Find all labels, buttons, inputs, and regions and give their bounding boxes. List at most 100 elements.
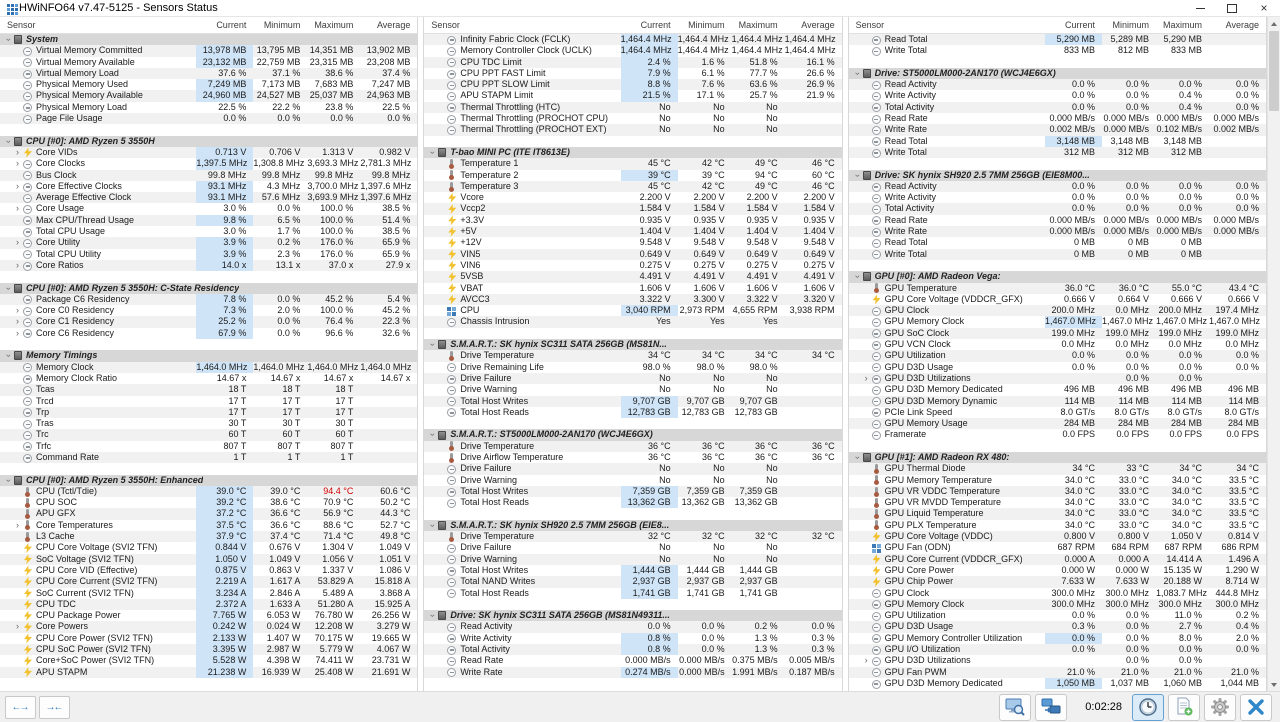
sensor-row[interactable]: Write Activity 0.0 % 0.0 % 0.0 % 0.0 % xyxy=(849,192,1266,203)
sensor-row[interactable]: Physical Memory Used 7,249 MB 7,173 MB 7,68… xyxy=(0,79,417,91)
sensor-row[interactable]: GPU D3D Memory Dedicated 496 MB 496 MB 496 … xyxy=(849,384,1266,395)
sensor-row[interactable]: GPU Temperature 36.0 °C 36.0 °C 55.0 °C 43.4… xyxy=(848,282,1266,294)
sensor-row[interactable]: › Core Ratios 14.0 x 13.1 x 37.0 x 27.9 x xyxy=(0,259,418,272)
sensor-row[interactable]: GPU VCN Clock 0.0 MHz 0.0 MHz 0.0 MHz 0.0 MH… xyxy=(849,339,1266,350)
sensor-row[interactable]: GPU D3D Memory Dedicated 1,050 MB 1,037 MB… xyxy=(849,677,1266,690)
scroll-down-button[interactable] xyxy=(1268,678,1280,691)
sensor-row[interactable]: Drive Airflow Temperature 36 °C 36 °C 36 °C… xyxy=(424,452,841,463)
scrollbar-thumb[interactable] xyxy=(1268,31,1279,111)
collapse-section-icon[interactable]: › xyxy=(4,139,15,143)
sensor-row[interactable]: APU GFX 37.2 °C 36.6 °C 56.9 °C 44.3 °C xyxy=(0,508,418,520)
collapse-section-icon[interactable]: › xyxy=(428,343,439,347)
expand-sensor-icon[interactable]: › xyxy=(16,259,19,270)
sensor-row[interactable]: GPU Thermal Diode 34 °C 33 °C 34 °C 34 °C xyxy=(848,463,1266,475)
sensor-row[interactable]: GPU Clock 200.0 MHz 0.0 MHz 200.0 MHz 197.4 … xyxy=(848,305,1266,317)
sensor-row[interactable]: › Core Powers 0.242 W 0.024 W 12.208 W 3.279 … xyxy=(0,621,418,633)
collapse-section-icon[interactable]: › xyxy=(428,614,439,618)
expand-sensor-icon[interactable]: › xyxy=(16,203,19,214)
sensor-row[interactable]: Total Host Writes 1,444 GB 1,444 GB 1,444 G… xyxy=(424,564,841,577)
sensor-section-row[interactable]: › GPU [#0]: AMD Radeon Vega: xyxy=(848,271,1266,283)
sensor-row[interactable]: +3.3V 0.935 V 0.935 V 0.935 V 0.935 V xyxy=(424,215,841,226)
column-header-average[interactable]: Average xyxy=(1225,20,1259,30)
sensor-row[interactable]: › Core C6 Residency 67.9 % 0.0 % 96.6 % 32.6 … xyxy=(0,327,417,340)
sensor-row[interactable]: SoC Current (SVI2 TFN) 3.234 A 2.846 A 5.48… xyxy=(0,587,417,599)
settings-button[interactable] xyxy=(1204,693,1236,721)
sensor-row[interactable]: VIN5 0.649 V 0.649 V 0.649 V 0.649 V xyxy=(424,248,842,260)
sensor-row[interactable]: Drive Temperature 32 °C 32 °C 32 °C 32 °C xyxy=(424,531,842,543)
sensor-row[interactable]: Total CPU Utility 3.9 % 2.3 % 176.0 % 65.9 % xyxy=(0,248,417,260)
sensor-row[interactable]: CPU Package Power 7.765 W 6.053 W 76.780 W 2… xyxy=(0,610,417,622)
sensor-row[interactable]: GPU Core Voltage (VDDCR_GFX) 0.666 V 0.664… xyxy=(849,294,1266,305)
sensor-row[interactable]: Total Host Writes 9,707 GB 9,707 GB 9,707 G… xyxy=(424,395,842,407)
sensor-row[interactable]: Trcd 17 T 17 T 17 T xyxy=(0,396,417,407)
sensor-row[interactable]: Tcas 18 T 18 T 18 T xyxy=(0,384,418,396)
sensor-row[interactable]: › GPU D3D Utilizations 0.0 % 0.0 % xyxy=(849,655,1266,666)
column-header-average[interactable]: Average xyxy=(376,20,411,30)
sensor-row[interactable]: Drive Warning No No No xyxy=(424,553,842,565)
sensor-row[interactable]: Read Total 0 MB 0 MB 0 MB xyxy=(849,237,1266,248)
sensor-row[interactable]: CPU SoC Power (SVI2 TFN) 3.395 W 2.987 W 5.… xyxy=(0,644,418,656)
sensor-row[interactable]: GPU Fan (ODN) 687 RPM 684 RPM 687 RPM 686 RP… xyxy=(849,542,1266,553)
sensor-row[interactable]: GPU Utilization 0.0 % 0.0 % 0.0 % 0.0 % xyxy=(848,350,1266,362)
sensor-row[interactable]: GPU Core Current (VDDCR_GFX) 0.000 A 0.000… xyxy=(848,553,1266,565)
sensor-row[interactable]: Thermal Throttling (PROCHOT EXT) No No No xyxy=(424,124,842,136)
sensor-row[interactable]: GPU Core Power 0.000 W 0.000 W 15.135 W 1.29… xyxy=(849,565,1266,576)
sensor-row[interactable]: Vccp2 1.584 V 1.584 V 1.584 V 1.584 V xyxy=(424,203,842,215)
sensor-row[interactable]: CPU (Tctl/Tdie) 39.0 °C 39.0 °C 94.4 °C 60.6… xyxy=(0,485,418,498)
sensor-row[interactable]: Drive Failure No No No xyxy=(424,542,841,553)
expand-sensor-icon[interactable]: › xyxy=(864,372,868,383)
sensor-row[interactable]: Virtual Memory Committed 13,978 MB 13,795 … xyxy=(0,45,418,57)
sensor-row[interactable]: Total Activity 0.0 % 0.0 % 0.0 % 0.0 % xyxy=(848,203,1266,215)
sensor-row[interactable]: Drive Failure No No No xyxy=(424,463,842,475)
sensor-section-row[interactable]: › System xyxy=(0,34,418,46)
column-header-sensor[interactable]: Sensor xyxy=(431,20,460,30)
column-header-minimum[interactable]: Minimum xyxy=(1112,20,1149,30)
sensor-section-row[interactable]: › Memory Timings xyxy=(0,350,418,362)
sensor-row[interactable]: GPU Memory Clock 1,467.0 MHz 1,467.0 MHz 1,… xyxy=(849,316,1266,328)
sensor-row[interactable]: Total Host Writes 7,359 GB 7,359 GB 7,359 G… xyxy=(424,485,842,498)
sensor-section-row[interactable]: › CPU [#0]: AMD Ryzen 5 3550H xyxy=(0,135,418,147)
sensor-section-row[interactable]: › CPU [#0]: AMD Ryzen 5 3550H: C-State Re… xyxy=(0,282,418,294)
sensor-section-row[interactable]: › GPU [#1]: AMD Radeon RX 480: xyxy=(848,451,1266,464)
sensor-row[interactable]: GPU Liquid Temperature 34.0 °C 33.0 °C 34.0… xyxy=(848,508,1266,520)
sensor-row[interactable]: Total Host Reads 12,783 GB 12,783 GB 12,783… xyxy=(424,406,841,419)
sensor-row[interactable]: GPU PLX Temperature 34.0 °C 33.0 °C 34.0 °C… xyxy=(849,520,1266,531)
sensor-row[interactable]: GPU SoC Clock 199.0 MHz 199.0 MHz 199.0 MHz… xyxy=(848,327,1266,340)
sensor-row[interactable]: Memory Clock Ratio 14.67 x 14.67 x 14.67 x 1… xyxy=(0,373,417,384)
sensor-row[interactable]: › Core C0 Residency 7.3 % 2.0 % 100.0 % 45.2 … xyxy=(0,305,417,317)
sensor-row[interactable]: GPU Utilization 0.0 % 0.0 % 11.0 % 0.2 % xyxy=(849,610,1266,621)
sensor-row[interactable]: › Core VIDs 0.713 V 0.706 V 1.313 V 0.982 V xyxy=(0,146,418,159)
sensor-row[interactable]: Drive Warning No No No xyxy=(424,475,841,486)
sensor-row[interactable]: Chassis Intrusion Yes Yes Yes xyxy=(424,316,842,328)
sensor-row[interactable]: CPU PPT FAST Limit 7.9 % 6.1 % 77.7 % 26.6 % xyxy=(424,67,841,80)
sensor-row[interactable]: CPU Core Power (SVI2 TFN) 2.133 W 1.407 W 7… xyxy=(0,632,417,645)
sensor-row[interactable]: Write Total 0 MB 0 MB 0 MB xyxy=(848,248,1266,260)
column-header-maximum[interactable]: Maximum xyxy=(738,20,778,30)
sensor-row[interactable]: Temperature 1 45 °C 42 °C 49 °C 46 °C xyxy=(424,158,842,170)
minimize-button[interactable] xyxy=(1184,0,1216,16)
maximize-button[interactable] xyxy=(1216,0,1248,16)
sensor-row[interactable]: 5VSB 4.491 V 4.491 V 4.491 V 4.491 V xyxy=(424,271,842,283)
expand-sensor-icon[interactable]: › xyxy=(16,158,19,169)
sensor-section-row[interactable]: › Drive: ST5000LM000-2AN170 (WCJ4E6GX) xyxy=(848,67,1266,80)
expand-sensor-icon[interactable]: › xyxy=(16,621,19,632)
sensor-row[interactable]: CPU PPT SLOW Limit 8.8 % 7.6 % 63.6 % 26.9 % xyxy=(424,79,842,91)
collapse-section-icon[interactable]: › xyxy=(852,275,863,279)
sensor-row[interactable]: CPU TDC 2.372 A 1.633 A 51.280 A 15.925 A xyxy=(0,598,418,611)
sensor-section-row[interactable]: › T-bao MINI PC (ITE IT8613E) xyxy=(424,146,842,159)
sensor-row[interactable]: GPU Memory Temperature 34.0 °C 33.0 °C 34.0… xyxy=(849,475,1266,486)
sensor-row[interactable]: Page File Usage 0.0 % 0.0 % 0.0 % 0.0 % xyxy=(0,113,418,125)
sensor-row[interactable]: Virtual Memory Load 37.6 % 37.1 % 38.6 % 37.… xyxy=(0,67,418,80)
sensor-row[interactable]: Trfc 807 T 807 T 807 T xyxy=(0,441,417,452)
sensor-section-row[interactable]: › S.M.A.R.T.: ST5000LM000-2AN170 (WCJ4E6G… xyxy=(424,429,842,441)
sensor-row[interactable]: GPU Clock 300.0 MHz 300.0 MHz 1,083.7 MHz 44… xyxy=(849,588,1266,599)
sensor-row[interactable]: › Core Temperatures 37.5 °C 36.6 °C 88.6 °C 5… xyxy=(0,519,417,532)
sensor-section-row[interactable]: › S.M.A.R.T.: SK hynix SC311 SATA 256GB (… xyxy=(424,339,842,351)
sensor-row[interactable]: +12V 9.548 V 9.548 V 9.548 V 9.548 V xyxy=(424,237,841,248)
sensor-row[interactable]: Read Total 5,290 MB 5,289 MB 5,290 MB xyxy=(848,34,1266,46)
sensor-row[interactable]: Virtual Memory Available 23,132 MB 22,759 … xyxy=(0,56,417,68)
sensor-row[interactable]: Write Total 312 MB 312 MB 312 MB xyxy=(848,146,1266,159)
expand-sensor-icon[interactable]: › xyxy=(16,237,19,248)
column-header-maximum[interactable]: Maximum xyxy=(1162,20,1202,30)
column-header-minimum[interactable]: Minimum xyxy=(263,20,301,30)
